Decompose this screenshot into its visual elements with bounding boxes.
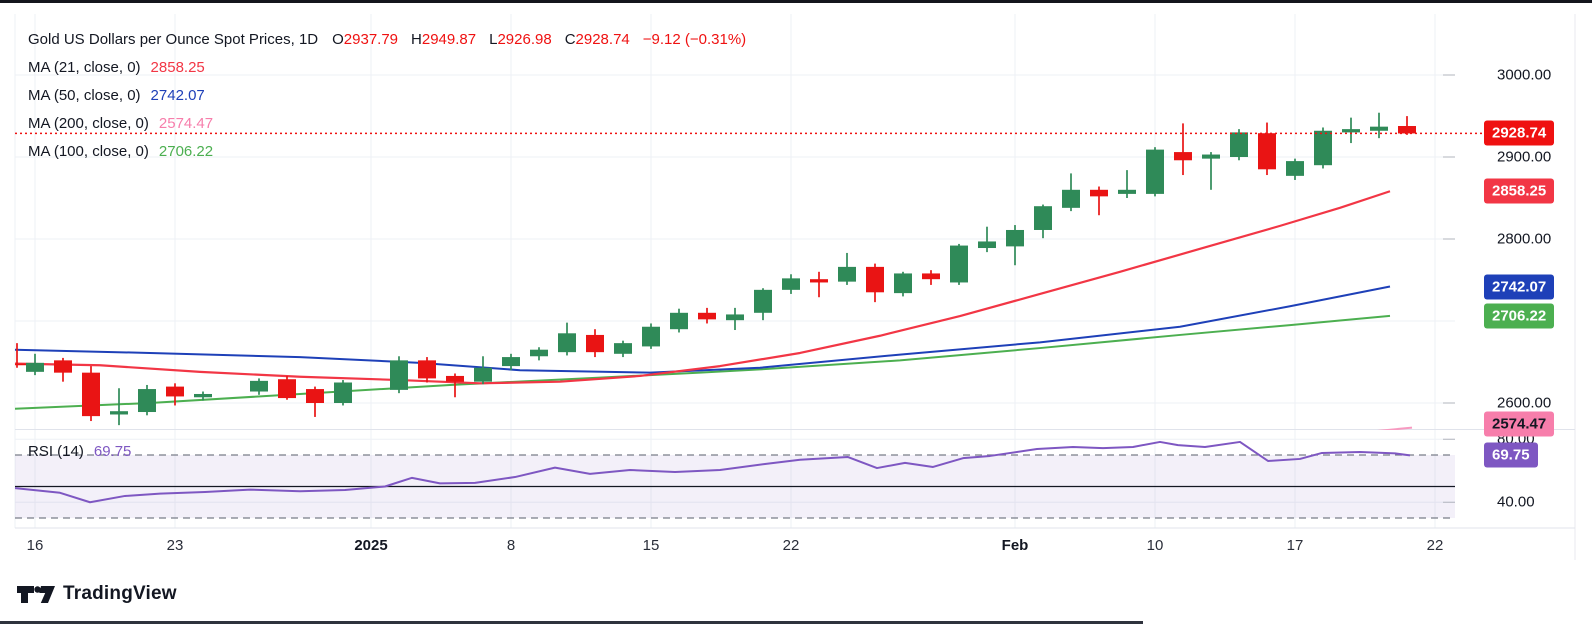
- candle-body: [642, 326, 660, 347]
- tradingview-logo-text: TradingView: [63, 583, 177, 604]
- ohlc-open: O2937.79: [332, 31, 399, 48]
- candle-body: [418, 360, 436, 379]
- candle-body: [614, 343, 632, 354]
- ma50-label: MA (50, close, 0): [28, 87, 141, 104]
- candle-body: [306, 389, 324, 403]
- ma21-line: [15, 190, 1391, 385]
- candle-body: [950, 245, 968, 283]
- ma50-legend-row[interactable]: MA (50, close, 0) 2742.07: [28, 82, 746, 110]
- chart-legend: Gold US Dollars per Ounce Spot Prices, 1…: [28, 26, 746, 166]
- candle-body: [810, 279, 828, 283]
- candle-body: [558, 333, 576, 353]
- candle-body: [1258, 133, 1276, 170]
- candle-body: [1398, 126, 1416, 134]
- ma50-line: [15, 285, 1391, 374]
- ma200-line: [1377, 426, 1413, 430]
- tradingview-logo-icon: [17, 585, 55, 603]
- rsi-legend-row[interactable]: RSI (14) 69.75: [28, 443, 131, 460]
- ma21-value: 2858.25: [150, 59, 205, 76]
- rsi-value: 69.75: [93, 443, 132, 460]
- ma21-label: MA (21, close, 0): [28, 59, 141, 76]
- candle-body: [1006, 229, 1024, 247]
- candle-body: [838, 266, 856, 282]
- candle-body: [530, 349, 548, 357]
- candle-body: [698, 312, 716, 320]
- candle-body: [166, 386, 184, 397]
- candle-body: [866, 266, 884, 293]
- candle-body: [922, 273, 940, 280]
- rsi-line: [15, 440, 1411, 504]
- candle-body: [82, 372, 100, 417]
- ma200-value: 2574.47: [158, 115, 214, 132]
- candle-body: [446, 375, 464, 382]
- candle-body: [334, 382, 352, 403]
- ma200-label: MA (200, close, 0): [28, 115, 149, 132]
- ma100-line: [15, 314, 1391, 410]
- candle-body: [502, 357, 520, 367]
- candle-body: [586, 334, 604, 353]
- candle-body: [1146, 149, 1164, 194]
- candle-body: [754, 289, 772, 313]
- candle-body: [1342, 129, 1360, 133]
- candle-body: [15, 363, 26, 366]
- candle-body: [474, 367, 492, 382]
- candle-body: [894, 273, 912, 294]
- candle-body: [138, 389, 156, 413]
- ohlc-low: L2926.98: [489, 31, 552, 48]
- candle-body: [1174, 152, 1192, 161]
- candle-body: [1062, 189, 1080, 208]
- candle-body: [1202, 154, 1220, 159]
- rsi-label: RSI (14): [28, 443, 84, 460]
- candle-body: [978, 241, 996, 249]
- ma21-legend-row[interactable]: MA (21, close, 0) 2858.25: [28, 54, 746, 82]
- candle-body: [670, 312, 688, 330]
- candle-body: [26, 362, 44, 372]
- symbol-row[interactable]: Gold US Dollars per Ounce Spot Prices, 1…: [28, 26, 746, 54]
- ma200-legend-row[interactable]: MA (200, close, 0) 2574.47: [28, 110, 746, 138]
- candle-body: [1034, 206, 1052, 230]
- candle-body: [782, 278, 800, 290]
- ohlc-high: H2949.87: [411, 31, 477, 48]
- candle-body: [1314, 130, 1332, 166]
- candle-body: [278, 379, 296, 399]
- ma100-legend-row[interactable]: MA (100, close, 0) 2706.22: [28, 138, 746, 166]
- candle-body: [110, 411, 128, 415]
- candle-body: [194, 393, 212, 398]
- candle-body: [1370, 126, 1388, 131]
- candle-body: [1230, 132, 1248, 157]
- ma50-value: 2742.07: [150, 87, 205, 104]
- candle-body: [250, 380, 268, 392]
- candle-body: [390, 360, 408, 390]
- candle-body: [1090, 189, 1108, 197]
- ma100-value: 2706.22: [158, 143, 214, 160]
- candle-body: [726, 314, 744, 321]
- candle-body: [1118, 189, 1136, 194]
- ma100-label: MA (100, close, 0): [28, 143, 149, 160]
- ohlc-close: C2928.74: [564, 31, 630, 48]
- tradingview-logo[interactable]: TradingView: [17, 583, 177, 605]
- price-change: −9.12 (−0.31%): [642, 31, 747, 48]
- bottom-border: [0, 621, 1143, 624]
- candle-body: [1286, 161, 1304, 176]
- candle-body: [54, 360, 72, 373]
- top-border: [0, 0, 1592, 3]
- symbol-title: Gold US Dollars per Ounce Spot Prices, 1…: [28, 31, 319, 48]
